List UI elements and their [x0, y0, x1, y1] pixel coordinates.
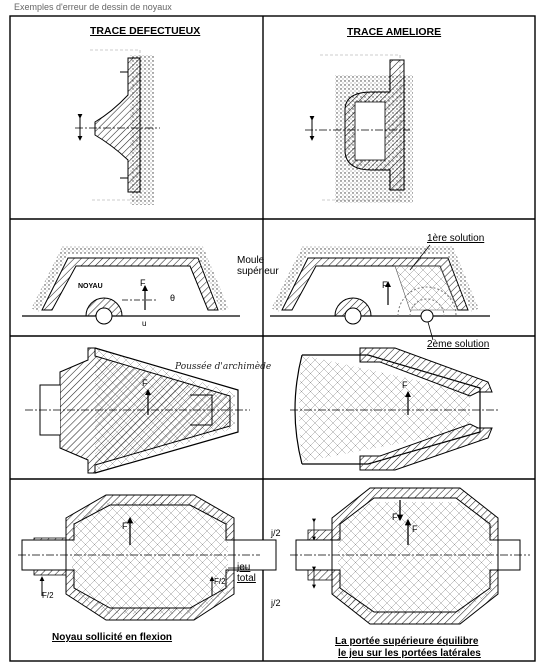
caption-portee-2: le jeu sur les portées latérales [338, 648, 481, 659]
label-total: total [237, 573, 256, 584]
label-force-cone-right: F [402, 380, 408, 390]
label-theta: θ [170, 293, 176, 303]
panel-noyau-conique-left [25, 347, 250, 474]
label-f-top-right: F [392, 512, 398, 522]
label-j2-top: j/2 [271, 528, 281, 538]
panel-trace-defectueux [75, 49, 160, 205]
label-superieur: supérieur [237, 266, 279, 277]
label-j2-bottom: j/2 [271, 598, 281, 608]
label-f-half-right: F/2 [214, 577, 226, 586]
label-u: u [142, 319, 147, 328]
panel-moule-noyau-left [22, 246, 240, 325]
label-deuxieme-solution: 2ème solution [427, 339, 490, 350]
top-text: Exemples d'erreur de dessin de noyaux [14, 2, 172, 12]
panel-trace-ameliore [305, 54, 413, 203]
label-force-flexion: F [122, 521, 128, 531]
label-force-right: F [382, 280, 388, 290]
panel-moule-noyau-right [270, 244, 490, 341]
caption-noyau-flexion: Noyau sollicité en flexion [52, 632, 173, 643]
label-moule: Moule [237, 255, 265, 266]
title-trace-ameliore: TRACE AMELIORE [347, 26, 442, 38]
label-poussee-archimede: Poussée d'archimède [175, 362, 272, 372]
panel-noyau-flexion [18, 494, 277, 621]
label-f-half-left: F/2 [42, 591, 54, 600]
label-force-portee: F [412, 524, 418, 534]
panel-portee-equilibre [290, 487, 530, 625]
label-jeu: jeu [237, 562, 251, 573]
label-premiere-solution: 1ère solution [427, 233, 485, 244]
label-noyau: NOYAU [78, 283, 103, 290]
caption-portee-1: La portée supérieure équilibre [335, 636, 479, 647]
title-trace-defectueux: TRACE DEFECTUEUX [90, 25, 201, 37]
label-force-cone-left: F [142, 378, 148, 388]
panel-noyau-conique-right [290, 347, 500, 471]
label-force-left: F [140, 278, 146, 288]
